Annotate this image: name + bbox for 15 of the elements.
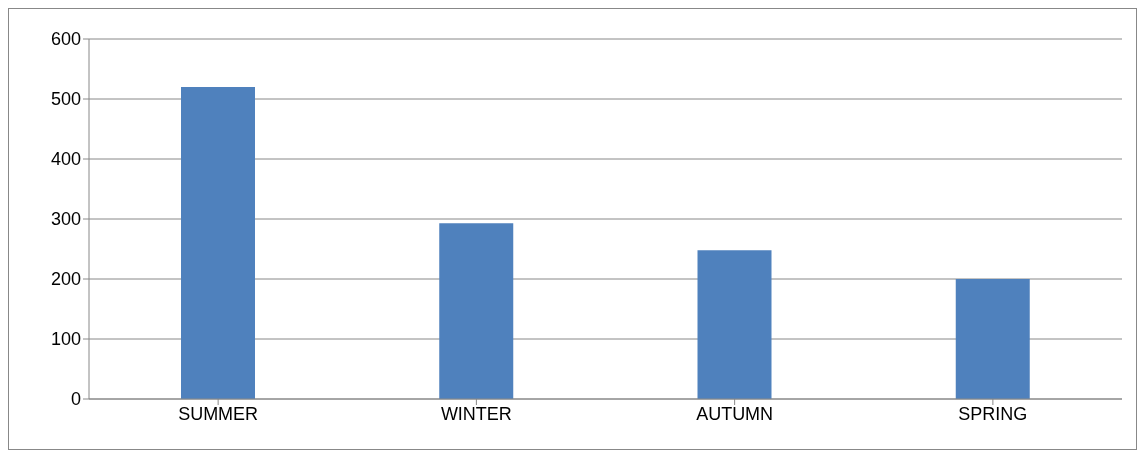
y-tick-label: 200 [50,269,81,290]
x-tick-label: WINTER [440,403,512,424]
y-tick-label: 400 [50,149,81,170]
x-tick-label: AUTUMN [696,403,774,424]
bar [955,279,1030,399]
bar [181,87,255,399]
bar [439,223,514,399]
y-tick-label: 600 [50,29,81,50]
bar [697,250,772,399]
y-tick-label: 500 [50,89,81,110]
y-tick-label: 100 [50,329,81,350]
y-tick-label: 0 [70,389,81,410]
x-tick-label: SPRING [958,403,1028,424]
y-tick-label: 300 [50,209,81,230]
x-tick-label: SUMMER [178,403,259,424]
